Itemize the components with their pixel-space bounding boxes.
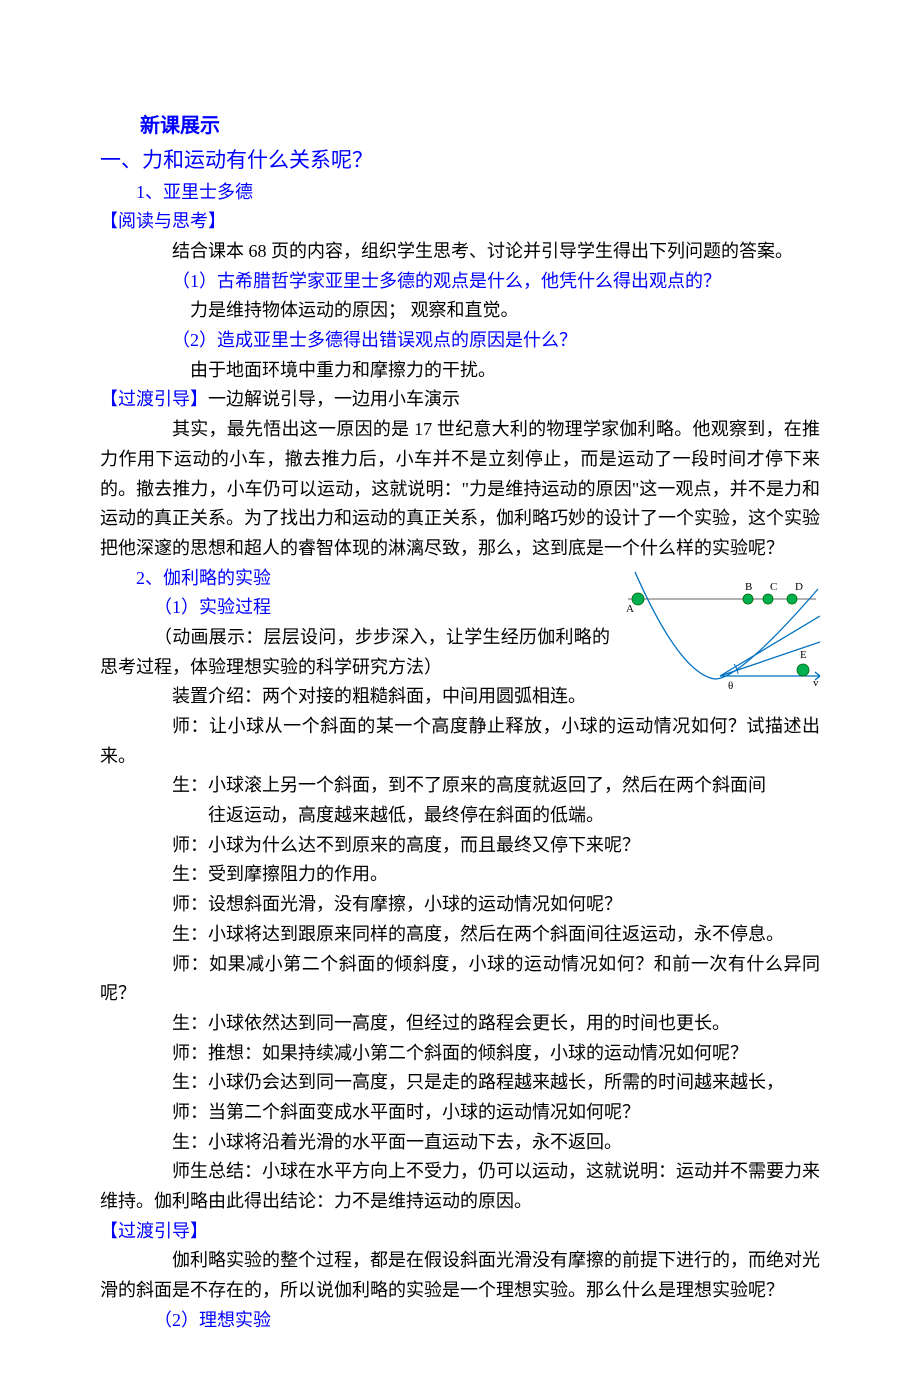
- question-2: （2）造成亚里士多德得出错误观点的原因是什么？: [100, 326, 820, 356]
- dialog-t-6: 师：当第二个斜面变成水平面时，小球的运动情况如何呢？: [100, 1098, 820, 1128]
- dialog-summary: 师生总结：小球在水平方向上不受力，仍可以运动，这就说明：运动并不需要力来维持。伽…: [100, 1157, 820, 1216]
- dialog-t-4: 师：如果减小第二个斜面的倾斜度，小球的运动情况如何？和前一次有什么异同呢？: [100, 950, 820, 1009]
- fig-label-c: C: [770, 581, 777, 593]
- dialog-s-5: 生：小球仍会达到同一高度，只是走的路程越来越长，所需的时间越来越长，: [100, 1068, 820, 1098]
- label-transition-1: 【过渡引导】一边解说引导，一边用小车演示: [100, 385, 820, 415]
- fig-label-e: E: [800, 649, 807, 661]
- fig-label-a: A: [626, 603, 634, 615]
- dialog-t-5: 师：推想：如果持续减小第二个斜面的倾斜度，小球的运动情况如何呢？: [100, 1039, 820, 1069]
- dialog-s-6: 生：小球将沿着光滑的水平面一直运动下去，永不返回。: [100, 1128, 820, 1158]
- fig-label-theta: θ: [728, 680, 733, 692]
- dialog-s-4: 生：小球依然达到同一高度，但经过的路程会更长，用的时间也更长。: [100, 1009, 820, 1039]
- fig-label-b: B: [745, 581, 752, 593]
- transition-2-body: 伽利略实验的整个过程，都是在假设斜面光滑没有摩擦的前提下进行的，而绝对光滑的斜面…: [100, 1246, 820, 1305]
- label-transition-2: 【过渡引导】: [100, 1217, 820, 1247]
- transition-1-prefix: 【过渡引导】: [100, 389, 208, 409]
- dialog-s-2: 生：受到摩擦阻力的作用。: [100, 860, 820, 890]
- transition-1-body: 其实，最先悟出这一原因的是 17 世纪意大利的物理学家伽利略。他观察到，在推力作…: [100, 415, 820, 563]
- fig-label-d: D: [795, 581, 803, 593]
- dialog-t-2: 师：小球为什么达不到原来的高度，而且最终又停下来呢？: [100, 831, 820, 861]
- fig-label-v: v: [813, 677, 819, 689]
- dialog-t-3: 师：设想斜面光滑，没有摩擦，小球的运动情况如何呢？: [100, 890, 820, 920]
- read-intro: 结合课本 68 页的内容，组织学生思考、讨论并引导学生得出下列问题的答案。: [100, 237, 820, 267]
- label-read-think: 【阅读与思考】: [100, 207, 820, 237]
- question-1: （1）古希腊哲学家亚里士多德的观点是什么，他凭什么得出观点的？: [100, 267, 820, 297]
- answer-1: 力是维持物体运动的原因； 观察和直觉。: [100, 296, 820, 326]
- dialog-s-3: 生：小球将达到跟原来同样的高度，然后在两个斜面间往返运动，永不停息。: [100, 920, 820, 950]
- transition-1-rest: 一边解说引导，一边用小车演示: [208, 389, 460, 409]
- subsection-1-1-aristotle: 1、亚里士多德: [136, 178, 820, 208]
- section-1-title: 一、力和运动有什么关系呢？: [100, 143, 820, 178]
- dialog-t-1: 师：让小球从一个斜面的某一个高度静止释放，小球的运动情况如何？试描述出来。: [100, 712, 820, 771]
- sub-1-2-2-ideal: （2）理想实验: [100, 1306, 820, 1336]
- dialog-s-1b: 往返运动，高度越来越低，最终停在斜面的低端。: [100, 801, 820, 831]
- galileo-incline-figure: A B C D E v θ: [620, 564, 820, 694]
- answer-2: 由于地面环境中重力和摩擦力的干扰。: [100, 356, 820, 386]
- heading-new-lesson: 新课展示: [140, 110, 820, 143]
- dialog-s-1a: 生：小球滚上另一个斜面，到不了原来的高度就返回了，然后在两个斜面间: [100, 771, 820, 801]
